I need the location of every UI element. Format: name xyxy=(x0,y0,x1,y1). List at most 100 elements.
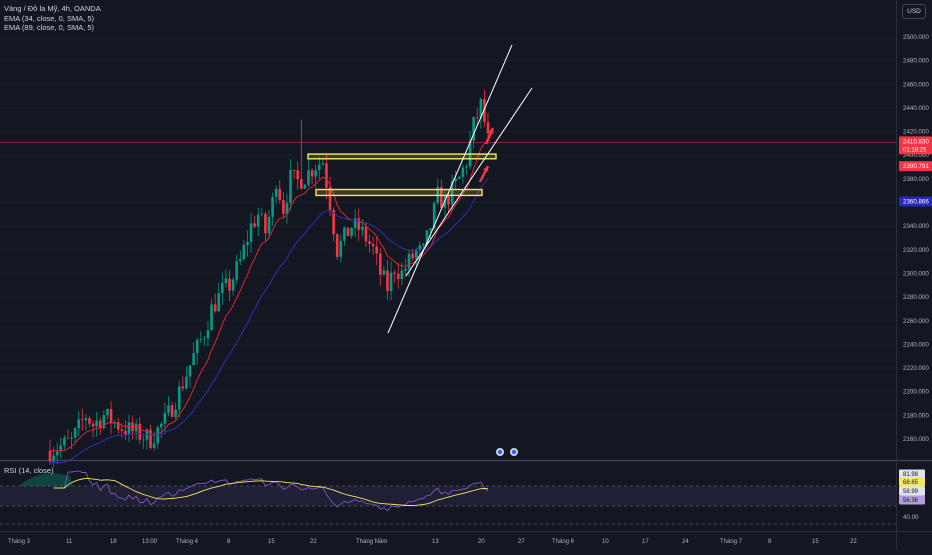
candle-body xyxy=(274,188,278,198)
x-tick-label: 22 xyxy=(850,539,857,545)
candle-body xyxy=(440,187,443,208)
x-tick-label: 8 xyxy=(227,539,231,545)
candle-body xyxy=(386,270,389,292)
last-price-badge xyxy=(899,136,932,155)
chart-legend: Vàng / Đô la Mỹ, 4h, OANDA EMA (34, clos… xyxy=(4,4,101,33)
rsi-legend[interactable]: RSI (14, close) xyxy=(4,466,54,475)
candle-body xyxy=(102,415,106,428)
candle-body xyxy=(120,429,124,431)
ema34-legend[interactable]: EMA (34, close, 0, SMA, 5) xyxy=(4,13,95,23)
candle-body xyxy=(418,245,422,251)
candle-body xyxy=(414,250,418,259)
candle-body xyxy=(400,270,404,279)
candle-body xyxy=(332,209,335,235)
breakout-arrow-head xyxy=(488,128,494,134)
x-tick-label: 13:00 xyxy=(142,539,158,545)
candle-body xyxy=(221,283,224,294)
candle-body xyxy=(389,272,393,292)
candle-body xyxy=(411,253,414,259)
ema34-price-value: 2390.791 xyxy=(903,163,929,170)
candle-body xyxy=(213,304,217,312)
x-tick-label: Tháng 4 xyxy=(176,539,199,545)
candle-body xyxy=(422,244,425,246)
candle-body xyxy=(77,419,81,429)
candle-body xyxy=(447,195,450,205)
candle-body xyxy=(228,278,231,291)
candle-body xyxy=(292,170,296,171)
rsi-line xyxy=(53,470,489,512)
candle-body xyxy=(371,244,375,247)
candle-body xyxy=(253,223,256,227)
candle-body xyxy=(260,213,264,215)
candle-body xyxy=(396,273,400,279)
rsi-value-badge xyxy=(899,495,925,505)
candle-body xyxy=(361,226,364,230)
candle-body xyxy=(267,216,271,234)
candle-body xyxy=(134,423,138,432)
candle-body xyxy=(81,419,84,421)
x-tick-label: 10 xyxy=(602,539,609,545)
ema34-price-badge xyxy=(899,161,932,172)
candle-body xyxy=(486,122,490,134)
y-tick-label: 2340.000 xyxy=(903,223,929,230)
ema89-legend[interactable]: EMA (89, close, 0, SMA, 5) xyxy=(4,23,95,32)
candle-body xyxy=(73,428,77,438)
event-flag-inner xyxy=(511,449,517,455)
candle-body xyxy=(264,213,267,234)
symbol-title[interactable]: Vàng / Đô la Mỹ, 4h, OANDA xyxy=(4,4,101,13)
bar-countdown: 01:18:25 xyxy=(903,147,927,153)
candle-body xyxy=(199,339,203,340)
x-tick-label: 15 xyxy=(812,539,819,545)
candle-body xyxy=(271,197,274,217)
candle-body xyxy=(70,437,73,439)
candle-body xyxy=(465,166,468,168)
candle-body xyxy=(339,240,343,257)
candle-body xyxy=(181,386,185,389)
candle-body xyxy=(303,184,307,189)
candle-body xyxy=(454,178,457,182)
x-tick-label: 22 xyxy=(310,539,317,545)
candle-body xyxy=(167,405,170,414)
candle-body xyxy=(142,439,145,441)
y-tick-label: 2460.000 xyxy=(903,81,929,88)
rsi-band xyxy=(0,486,896,506)
candle-body xyxy=(106,409,109,416)
candle-body xyxy=(95,420,98,427)
candle-body xyxy=(375,246,379,254)
candle-body xyxy=(429,228,432,231)
candle-body xyxy=(357,218,361,230)
candle-body xyxy=(84,418,88,421)
x-tick-label: 13 xyxy=(432,539,439,545)
y-tick-label: 2380.000 xyxy=(903,176,929,183)
rsi-value-text: 81.98 xyxy=(903,472,919,478)
rsi-ma-line xyxy=(53,477,489,506)
candle-body xyxy=(52,455,55,462)
y-tick-label: 2480.000 xyxy=(903,58,929,65)
candle-body xyxy=(152,443,156,448)
currency-button[interactable]: USD xyxy=(902,4,926,19)
candle-body xyxy=(300,179,303,189)
candle-body xyxy=(192,353,195,366)
channel-upper-line xyxy=(387,44,513,334)
candle-body xyxy=(425,230,429,245)
x-tick-label: 11 xyxy=(66,539,73,545)
candle-body xyxy=(66,437,70,439)
candle-body xyxy=(346,227,350,237)
candle-body xyxy=(127,422,131,435)
last-price-value: 2410.830 xyxy=(903,138,929,145)
candle-body xyxy=(235,261,238,280)
candle-body xyxy=(350,228,353,237)
candle-body xyxy=(472,117,475,141)
candle-body xyxy=(289,170,292,203)
candle-body xyxy=(145,429,149,440)
y-tick-label: 2260.000 xyxy=(903,318,929,325)
ema89-price-value: 2360.866 xyxy=(903,199,929,206)
candle-body xyxy=(321,163,325,165)
candle-body xyxy=(310,170,314,177)
candle-body xyxy=(124,430,127,435)
ema89-price-badge xyxy=(899,196,932,207)
y-tick-label: 2500.000 xyxy=(903,34,929,41)
candle-body xyxy=(307,170,310,185)
